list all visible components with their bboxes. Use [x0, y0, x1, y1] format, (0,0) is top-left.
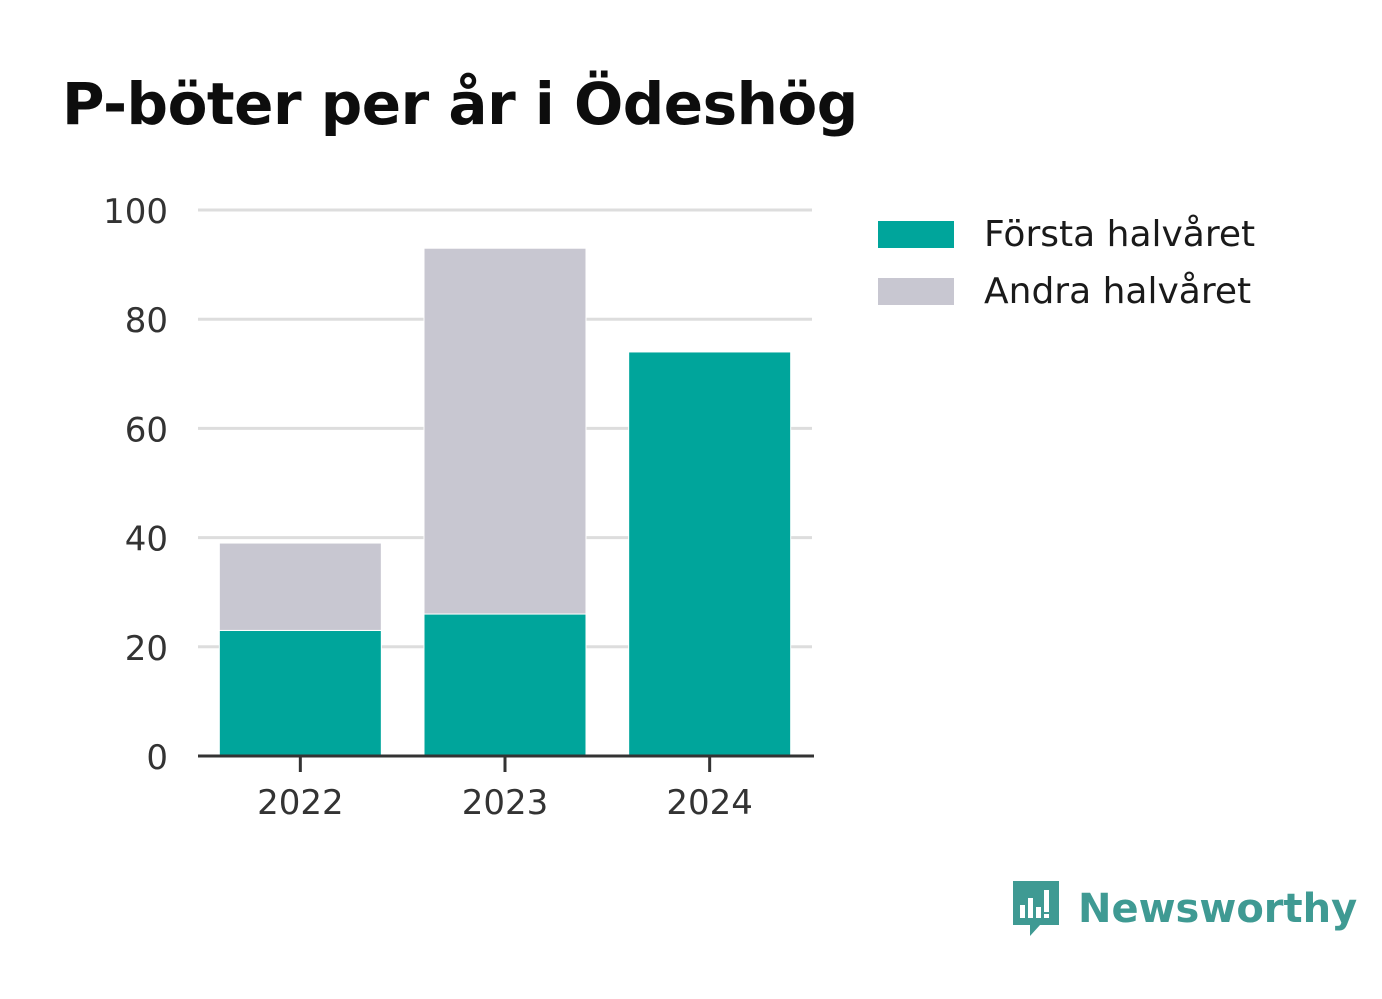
x-tick-label: 2022	[257, 783, 344, 823]
bar-andra-2022	[218, 542, 382, 631]
brand-name: Newsworthy	[1078, 886, 1358, 932]
legend-swatch-forsta	[878, 221, 954, 248]
x-tick-label: 2023	[462, 783, 549, 823]
legend-label-forsta: Första halvåret	[984, 214, 1256, 255]
legend-item-forsta[interactable]: Första halvåret	[878, 206, 1255, 263]
bar-forsta-2024	[628, 351, 792, 757]
y-tick-label: 80	[125, 301, 168, 341]
bar-forsta-2023	[423, 613, 587, 757]
y-tick-label: 100	[103, 192, 168, 232]
y-tick-label: 0	[146, 738, 168, 778]
legend-item-andra[interactable]: Andra halvåret	[878, 263, 1255, 320]
legend-swatch-andra	[878, 278, 954, 305]
legend-label-andra: Andra halvåret	[984, 271, 1252, 312]
y-tick-label: 60	[125, 410, 168, 450]
bar-forsta-2022	[218, 629, 382, 757]
brand-logo[interactable]: Newsworthy	[1010, 878, 1357, 940]
legend: Första halvåret Andra halvåret	[878, 206, 1255, 320]
bar-andra-2023	[423, 247, 587, 615]
y-tick-label: 40	[125, 520, 168, 560]
chart-title: P-böter per år i Ödeshög	[62, 70, 858, 138]
y-tick-label: 20	[125, 629, 168, 669]
newsworthy-logo-icon	[1013, 881, 1059, 936]
x-tick-label: 2024	[666, 783, 753, 823]
